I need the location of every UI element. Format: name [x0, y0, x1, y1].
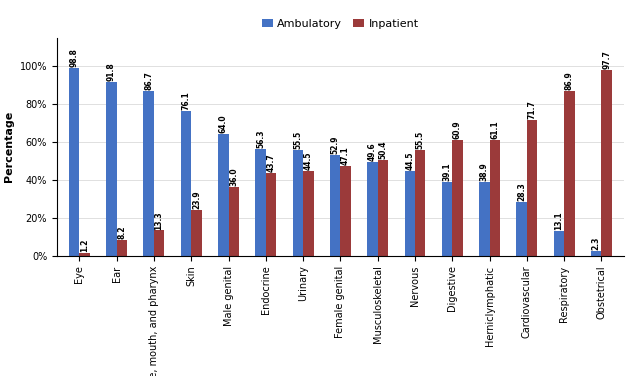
Bar: [367, 162, 377, 256]
Bar: [479, 182, 490, 256]
Text: 43.7: 43.7: [266, 153, 276, 172]
Bar: [527, 120, 538, 256]
Text: 60.9: 60.9: [453, 121, 462, 139]
Bar: [340, 166, 351, 256]
Bar: [591, 251, 602, 256]
Text: 47.1: 47.1: [341, 147, 350, 165]
Bar: [452, 140, 463, 256]
Bar: [404, 171, 415, 256]
Text: 55.5: 55.5: [416, 131, 425, 150]
Bar: [266, 173, 276, 256]
Bar: [191, 210, 202, 256]
Bar: [516, 202, 527, 256]
Text: 55.5: 55.5: [293, 131, 302, 150]
Text: 8.2: 8.2: [117, 226, 126, 239]
Text: 86.9: 86.9: [565, 71, 574, 90]
Text: 98.8: 98.8: [70, 49, 78, 67]
Bar: [330, 155, 340, 256]
Text: 13.3: 13.3: [154, 211, 164, 229]
Text: 1.2: 1.2: [80, 239, 89, 252]
Text: 44.5: 44.5: [405, 152, 414, 170]
Text: 44.5: 44.5: [304, 152, 313, 170]
Text: 61.1: 61.1: [490, 120, 499, 139]
Bar: [602, 70, 612, 256]
Bar: [377, 160, 388, 256]
Bar: [106, 82, 117, 256]
Text: 71.7: 71.7: [528, 100, 536, 119]
Text: 91.8: 91.8: [107, 62, 116, 80]
Y-axis label: Percentage: Percentage: [4, 111, 14, 182]
Bar: [218, 134, 229, 256]
Bar: [293, 150, 303, 256]
Text: 64.0: 64.0: [219, 115, 228, 133]
Text: 23.9: 23.9: [192, 191, 201, 209]
Bar: [442, 182, 452, 256]
Text: 49.6: 49.6: [368, 142, 377, 161]
Bar: [117, 240, 127, 256]
Text: 56.3: 56.3: [256, 129, 265, 148]
Bar: [79, 253, 90, 256]
Bar: [256, 149, 266, 256]
Text: 38.9: 38.9: [480, 162, 489, 181]
Bar: [415, 150, 425, 256]
Bar: [490, 140, 500, 256]
Text: 50.4: 50.4: [379, 141, 387, 159]
Bar: [229, 187, 239, 256]
Text: 39.1: 39.1: [443, 162, 452, 180]
Text: 76.1: 76.1: [181, 92, 190, 111]
Legend: Ambulatory, Inpatient: Ambulatory, Inpatient: [257, 15, 423, 34]
Text: 13.1: 13.1: [555, 211, 563, 230]
Bar: [69, 68, 79, 256]
Text: 28.3: 28.3: [517, 182, 526, 201]
Bar: [564, 91, 575, 256]
Text: 52.9: 52.9: [331, 136, 340, 155]
Bar: [303, 171, 313, 256]
Text: 36.0: 36.0: [229, 168, 238, 186]
Text: 97.7: 97.7: [602, 51, 611, 70]
Bar: [154, 230, 165, 256]
Bar: [143, 91, 154, 256]
Text: 86.7: 86.7: [144, 71, 153, 90]
Bar: [181, 111, 191, 256]
Text: 2.3: 2.3: [592, 237, 601, 250]
Bar: [554, 231, 564, 256]
